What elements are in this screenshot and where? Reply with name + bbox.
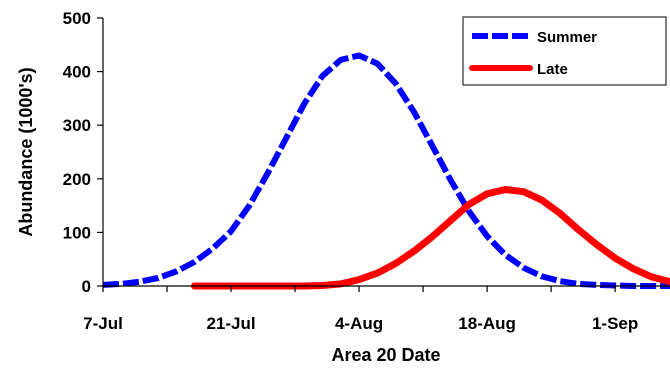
x-tick-label: 18-Aug <box>458 314 516 333</box>
legend-label-late: Late <box>537 61 568 78</box>
legend: Summer Late <box>462 16 667 86</box>
legend-box <box>462 16 667 86</box>
x-axis-title: Area 20 Date <box>331 345 440 365</box>
ticks-layer: 0 100 200 300 400 500 7-Jul 21-Jul 4-Aug 18-Aug 1-… <box>63 9 639 333</box>
x-tick-label: 4-Aug <box>335 314 383 333</box>
x-tick-label: 7-Jul <box>83 314 123 333</box>
y-tick-label: 500 <box>63 9 91 28</box>
legend-label-summer: Summer <box>537 29 597 46</box>
y-axis-title: Abundance (1000's) <box>16 67 36 236</box>
y-tick-label: 400 <box>63 63 91 82</box>
x-tick-label: 21-Jul <box>206 314 255 333</box>
y-tick-label: 0 <box>82 277 91 296</box>
y-tick-label: 200 <box>63 170 91 189</box>
x-tick-label: 1-Sep <box>592 314 638 333</box>
y-tick-label: 300 <box>63 116 91 135</box>
y-tick-label: 100 <box>63 223 91 242</box>
series-line-summer <box>102 52 670 289</box>
axes-layer <box>102 18 670 287</box>
